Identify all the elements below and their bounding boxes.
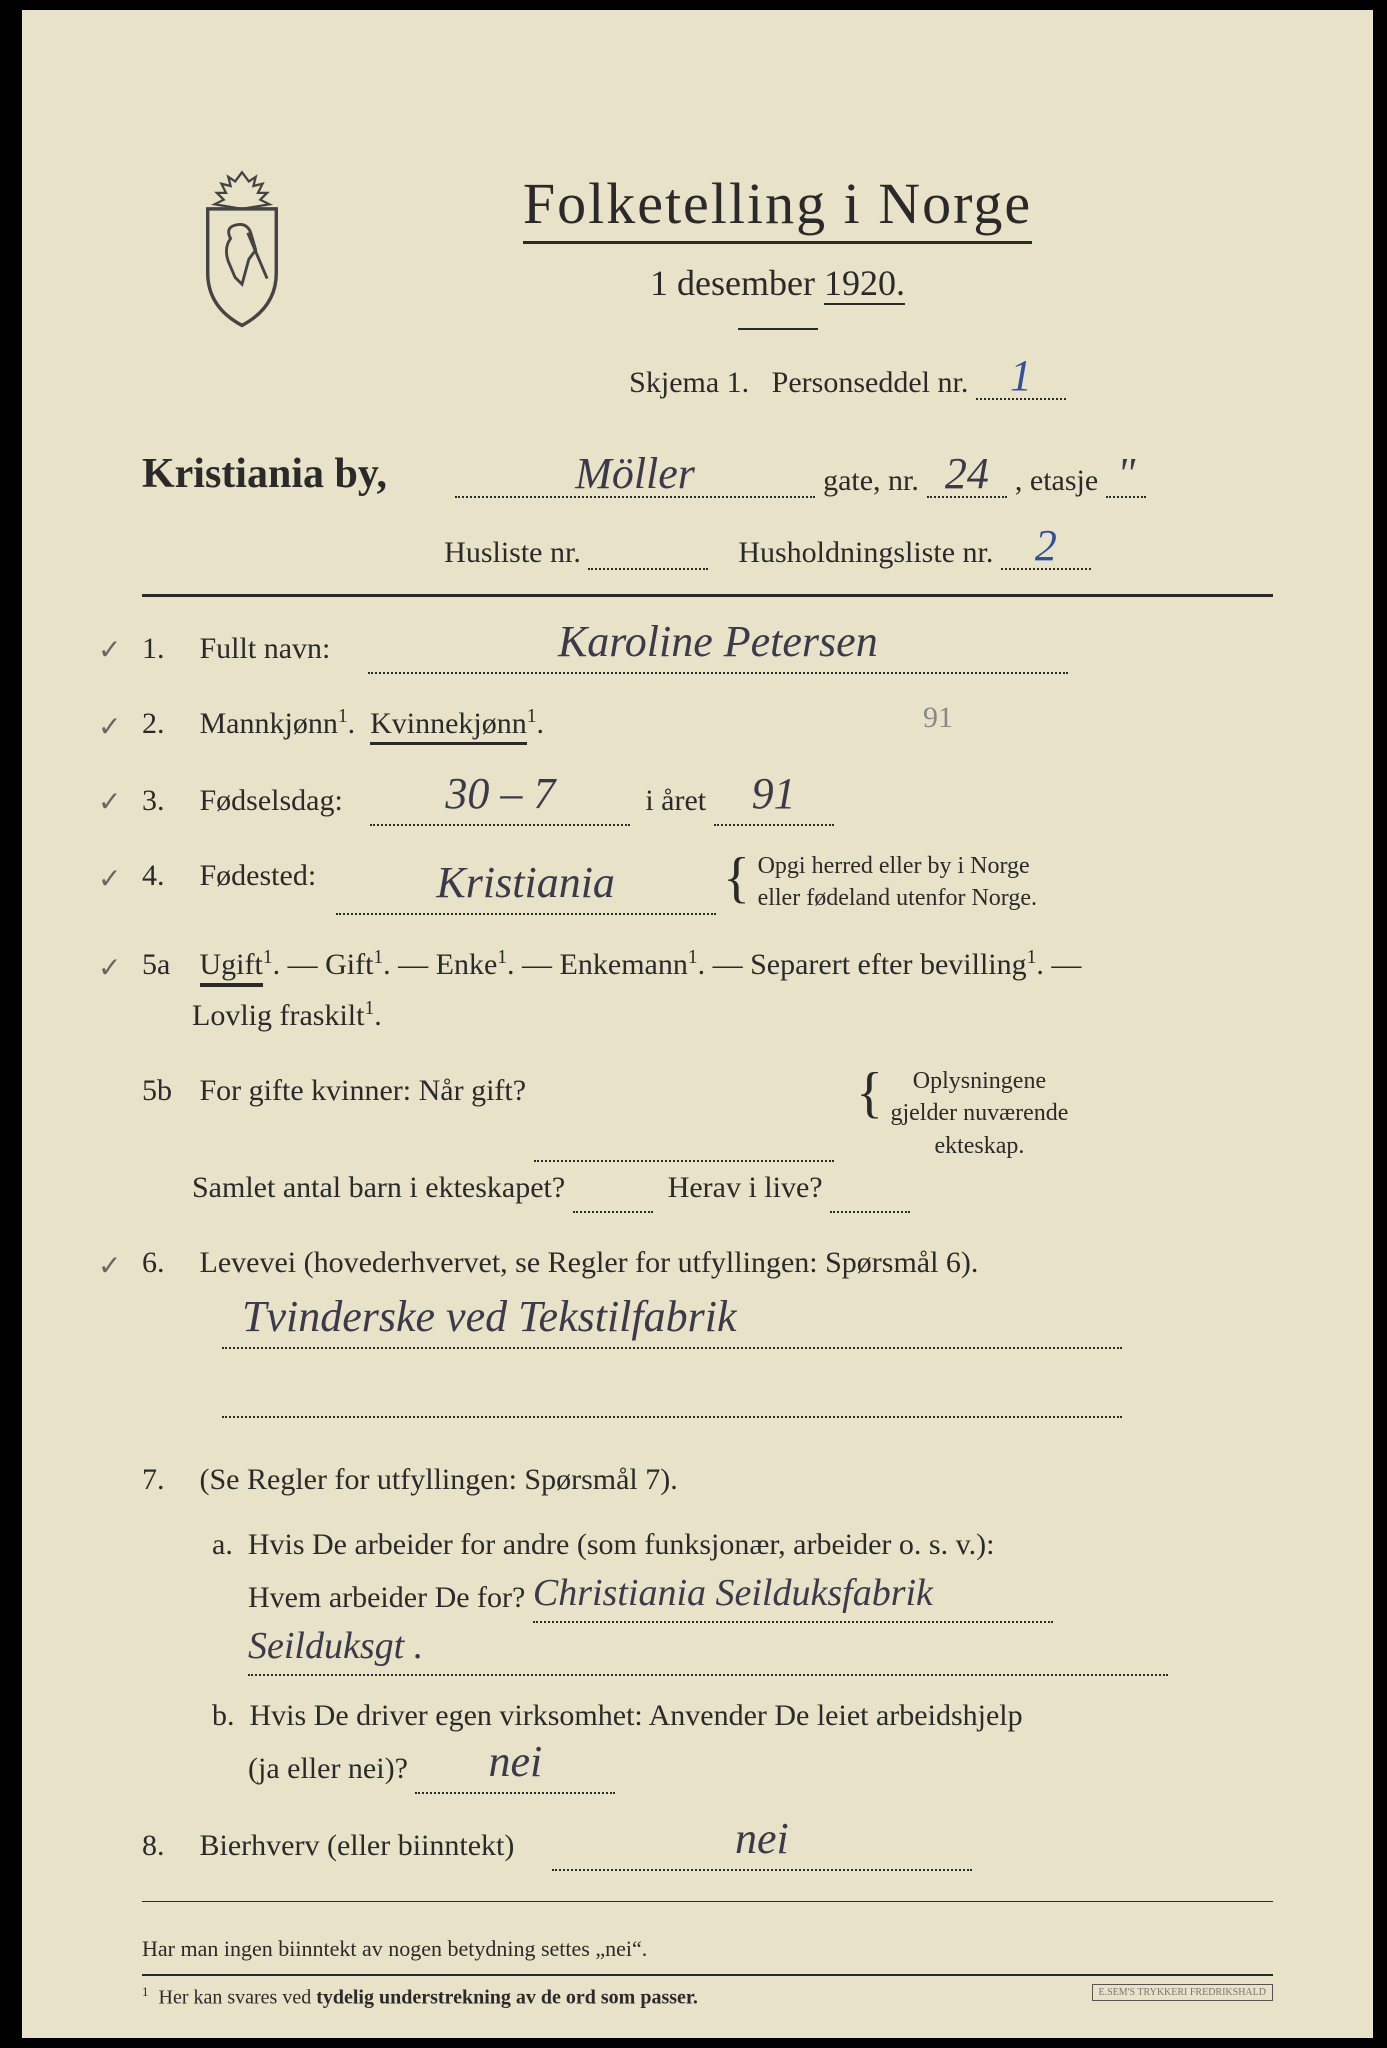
gate-nr: 24 (945, 449, 989, 498)
q8-value: nei (735, 1814, 789, 1863)
title-block: Folketelling i Norge 1 desember 1920. Sk… (282, 170, 1273, 400)
check-icon: ✓ (98, 779, 121, 827)
birth-year: 91 (752, 769, 796, 818)
subtitle-date: 1 desember 1920. (282, 262, 1273, 304)
q6-row: ✓ 6. Levevei (hovederhvervet, se Regler … (142, 1237, 1273, 1418)
check-icon: ✓ (98, 704, 121, 752)
city-label: Kristiania by, (142, 450, 387, 498)
q4-side-note: Opgi herred eller by i Norge eller fødel… (758, 850, 1037, 915)
q2-row: ✓ 2. Mannkjønn1. Kvinnekjønn1. 91 (142, 698, 1273, 749)
personseddel-nr: 1 (1010, 351, 1032, 400)
brace-icon: { (723, 864, 750, 892)
q5b-side-note: Oplysningene gjelder nuværende ekteskap. (890, 1065, 1068, 1162)
skjema-line: Skjema 1. Personseddel nr. 1 (422, 358, 1273, 400)
address-row: Kristiania by, Möller gate, nr. 24 , eta… (142, 450, 1273, 498)
q7b-value: nei (489, 1737, 543, 1786)
footer-note: Har man ingen biinntekt av nogen betydni… (142, 1936, 1273, 1962)
birthplace-value: Kristiania (436, 858, 615, 907)
main-title: Folketelling i Norge (523, 170, 1032, 244)
q7a: a. Hvis De arbeider for andre (som funks… (212, 1519, 1273, 1676)
occupation-value: Tvinderske ved Tekstilfabrik (242, 1292, 737, 1341)
brace-icon: { (856, 1079, 883, 1107)
q1-row: ✓ 1. Fullt navn: Karoline Petersen (142, 621, 1273, 674)
divider (142, 594, 1273, 597)
sex-selected: Kvinnekjønn (370, 707, 527, 745)
footnote: 1 Her kan svares ved tydelig understrekn… (142, 1974, 1273, 2010)
coat-of-arms-icon (182, 170, 302, 330)
birth-day-month: 30 – 7 (445, 769, 555, 818)
husliste-row: Husliste nr. Husholdningsliste nr. 2 (262, 528, 1273, 570)
divider (142, 1901, 1273, 1902)
marital-selected: Ugift (200, 948, 263, 987)
q5b-row: 5b For gifte kvinner: Når gift? { Oplysn… (142, 1065, 1273, 1213)
employer-value: Christiania Seilduksfabrik (533, 1572, 933, 1614)
q7b: b. Hvis De driver egen virksomhet: Anven… (212, 1690, 1273, 1794)
q7-row: 7. (Se Regler for utfyllingen: Spørsmål … (142, 1454, 1273, 1794)
q5a-row: ✓ 5a Ugift1. — Gift1. — Enke1. — Enkeman… (142, 939, 1273, 1041)
q8-row: 8. Bierhverv (eller biinntekt) nei (142, 1818, 1273, 1871)
census-form-page: Folketelling i Norge 1 desember 1920. Sk… (0, 0, 1387, 2048)
etasje-value: " (1117, 449, 1135, 498)
q3-row: ✓ 3. Fødselsdag: 30 – 7 i året 91 (142, 773, 1273, 826)
check-icon: ✓ (98, 1243, 121, 1291)
divider (738, 328, 818, 330)
full-name-value: Karoline Petersen (558, 617, 878, 666)
employer-addr: Seilduksgt . (248, 1625, 423, 1667)
pencil-note: 91 (923, 692, 953, 743)
check-icon: ✓ (98, 945, 121, 993)
printer-stamp: E.SEM'S TRYKKERI FREDRIKSHALD (1092, 1984, 1273, 2001)
street-value: Möller (575, 449, 695, 498)
husholdning-nr: 2 (1035, 521, 1057, 570)
check-icon: ✓ (98, 627, 121, 675)
check-icon: ✓ (98, 856, 121, 904)
q4-row: ✓ 4. Fødested: Kristiania { Opgi herred … (142, 850, 1273, 915)
